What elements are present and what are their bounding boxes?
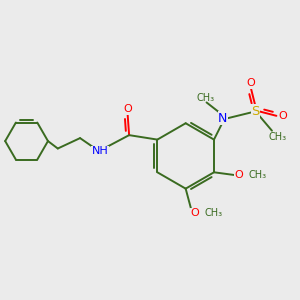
Text: N: N bbox=[218, 112, 228, 125]
Text: O: O bbox=[279, 111, 287, 121]
Text: O: O bbox=[247, 78, 256, 88]
Text: CH₃: CH₃ bbox=[196, 93, 214, 103]
Text: O: O bbox=[234, 170, 243, 180]
Text: CH₃: CH₃ bbox=[205, 208, 223, 218]
Text: O: O bbox=[191, 208, 200, 218]
Text: CH₃: CH₃ bbox=[268, 132, 286, 142]
Text: CH₃: CH₃ bbox=[249, 170, 267, 180]
Text: O: O bbox=[123, 104, 132, 114]
Text: S: S bbox=[251, 105, 260, 118]
Text: NH: NH bbox=[92, 146, 109, 157]
